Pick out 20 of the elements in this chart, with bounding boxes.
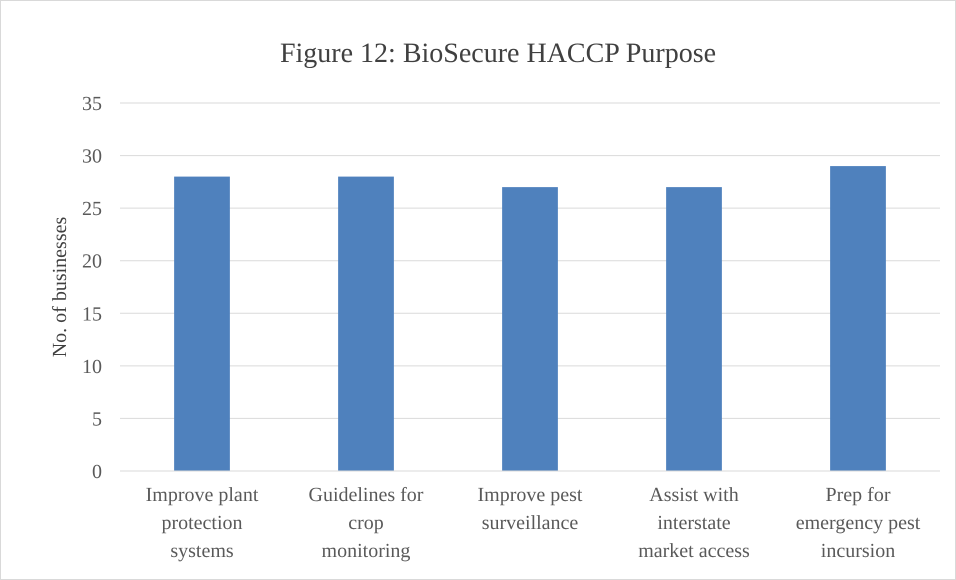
y-tick-label: 20 — [82, 250, 102, 273]
bar — [830, 166, 886, 471]
x-tick-label: Assist with interstate market access — [638, 484, 750, 562]
y-tick-label: 30 — [82, 146, 102, 168]
bar — [666, 187, 722, 471]
y-tick-label: 5 — [92, 408, 102, 430]
y-tick-label: 35 — [82, 93, 102, 115]
x-tick-label: Guidelines for crop monitoring — [308, 484, 424, 562]
y-tick-label: 25 — [82, 198, 102, 220]
bar — [174, 176, 230, 471]
x-tick-label: Prep for emergency pest incursion — [796, 484, 921, 562]
y-axis-title: No. of businesses — [49, 216, 71, 358]
x-tick-label: Improve plant protection systems — [146, 484, 259, 562]
y-tick-label: 10 — [82, 356, 102, 378]
bar — [338, 176, 394, 471]
chart-title: Figure 12: BioSecure HACCP Purpose — [280, 38, 716, 69]
bar — [502, 187, 558, 471]
y-tick-label: 15 — [82, 303, 102, 326]
x-tick-label: Improve pest surveillance — [478, 484, 583, 534]
y-tick-label: 0 — [92, 461, 102, 483]
